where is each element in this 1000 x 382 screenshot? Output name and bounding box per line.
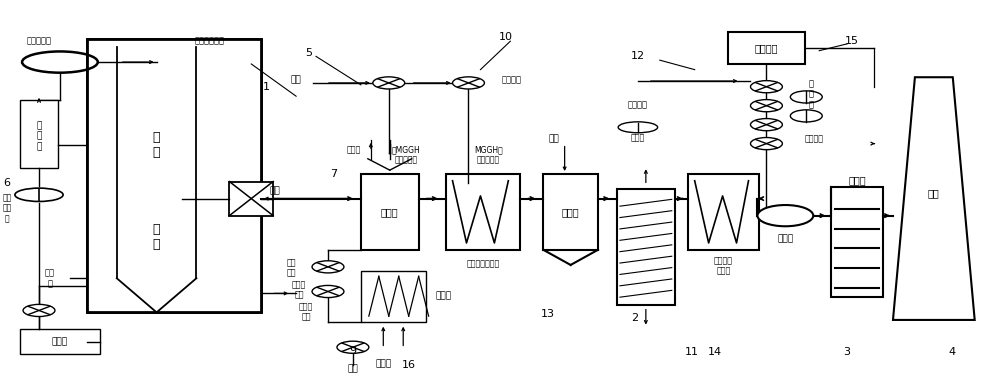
Text: 去MGGH
或回热系统: 去MGGH 或回热系统: [391, 145, 420, 165]
Text: 2: 2: [631, 313, 638, 323]
Text: 去低省
后段: 去低省 后段: [299, 302, 313, 321]
Bar: [617, 189, 675, 305]
Text: 5: 5: [306, 48, 313, 58]
Bar: [728, 32, 805, 64]
Circle shape: [312, 285, 344, 298]
Bar: [87, 39, 261, 312]
Text: 疏水: 疏水: [348, 364, 358, 373]
Bar: [361, 174, 419, 250]
Text: 烟囱: 烟囱: [928, 188, 940, 198]
Bar: [831, 187, 883, 297]
Text: 11: 11: [685, 347, 699, 357]
Circle shape: [23, 304, 55, 317]
Circle shape: [453, 77, 484, 89]
Text: 16: 16: [402, 360, 416, 370]
Circle shape: [750, 138, 782, 150]
Text: 低炉
蒸汽: 低炉 蒸汽: [286, 258, 296, 277]
Circle shape: [312, 261, 344, 273]
Text: 脱硫塔: 脱硫塔: [848, 175, 866, 185]
Text: 低温省煤器前段: 低温省煤器前段: [466, 260, 500, 269]
Text: MGGH或
固热系统来: MGGH或 固热系统来: [474, 145, 503, 165]
Bar: [446, 174, 520, 250]
Text: 二次
风: 二次 风: [45, 269, 55, 288]
Text: 除尘器: 除尘器: [562, 207, 579, 217]
Bar: [688, 174, 759, 250]
Ellipse shape: [15, 188, 63, 201]
Text: 储
水
箱: 储 水 箱: [36, 121, 42, 151]
Bar: [20, 100, 58, 168]
Text: 去暖风器: 去暖风器: [628, 100, 648, 109]
Text: 低省后
段来: 低省后 段来: [292, 280, 306, 299]
Text: 15: 15: [845, 36, 859, 46]
Bar: [543, 174, 598, 250]
Text: 14: 14: [708, 347, 722, 357]
Text: 引风机: 引风机: [777, 235, 793, 244]
Text: 高位水箱: 高位水箱: [755, 43, 778, 53]
Text: 临炉蒸汽: 临炉蒸汽: [501, 75, 521, 84]
Text: 循
环
泵: 循 环 泵: [809, 79, 814, 109]
Circle shape: [750, 81, 782, 93]
Text: 暖风器: 暖风器: [436, 292, 452, 301]
Text: 13: 13: [541, 309, 555, 319]
Text: 1: 1: [263, 82, 270, 92]
Text: 4: 4: [948, 347, 955, 357]
Circle shape: [373, 77, 405, 89]
Ellipse shape: [618, 122, 658, 133]
Circle shape: [790, 110, 822, 122]
Circle shape: [750, 100, 782, 112]
Text: 预热器: 预热器: [381, 207, 399, 217]
Bar: [229, 181, 273, 216]
Text: 启动
循环
泵: 启动 循环 泵: [2, 193, 12, 223]
Text: 10: 10: [498, 32, 512, 42]
Circle shape: [750, 118, 782, 131]
Text: 9: 9: [349, 346, 356, 356]
Bar: [361, 270, 426, 322]
Text: 循环泵: 循环泵: [631, 133, 645, 142]
Text: 6: 6: [4, 178, 11, 188]
Text: 下集箱: 下集箱: [52, 337, 68, 346]
Circle shape: [757, 205, 813, 226]
Text: 疏水: 疏水: [291, 75, 301, 84]
Bar: [20, 329, 100, 354]
Text: 给水: 给水: [270, 186, 281, 196]
Circle shape: [790, 91, 822, 103]
Text: 去低温省煤器: 去低温省煤器: [194, 37, 224, 46]
Text: 炉
膛: 炉 膛: [153, 222, 160, 251]
Text: 低温省煤
器后段: 低温省煤 器后段: [714, 256, 733, 275]
Bar: [87, 39, 261, 312]
Text: 暖风器来: 暖风器来: [805, 134, 824, 143]
Circle shape: [337, 341, 369, 353]
Text: 12: 12: [631, 51, 645, 62]
Text: 去炉膛: 去炉膛: [347, 146, 361, 155]
Text: 锅
炉: 锅 炉: [153, 131, 160, 160]
Text: 汽水分离器: 汽水分离器: [27, 37, 52, 46]
Text: 7: 7: [330, 169, 338, 179]
Text: 3: 3: [844, 347, 851, 357]
Text: 二次风: 二次风: [375, 359, 391, 368]
Text: 喷氨: 喷氨: [549, 134, 560, 143]
